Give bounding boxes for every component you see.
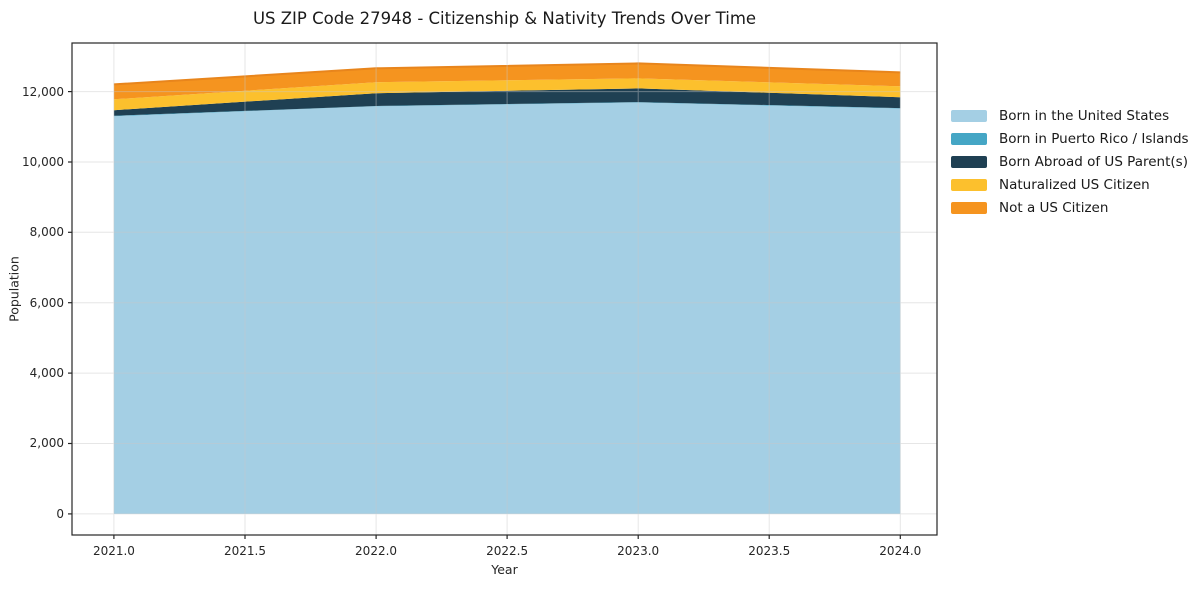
area-series-0: [113, 102, 901, 514]
legend: Born in the United States Born in Puerto …: [951, 107, 1189, 216]
x-tick-label: 2021.0: [92, 544, 135, 558]
legend-swatch-icon: [951, 132, 987, 145]
area-series-2: [113, 88, 901, 116]
legend-swatch-icon: [951, 109, 987, 122]
y-tick-label: 0: [56, 506, 64, 521]
y-tick-label: 2,000: [29, 436, 64, 451]
x-tick-label: 2024.0: [879, 544, 922, 558]
x-axis-label: Year: [491, 562, 518, 577]
legend-swatch-icon: [951, 201, 987, 214]
y-tick-label: 4,000: [29, 366, 64, 381]
legend-swatch-icon: [951, 155, 987, 168]
legend-item: Not a US Citizen: [951, 199, 1189, 216]
legend-label: Born in the United States: [999, 107, 1170, 124]
legend-label: Naturalized US Citizen: [999, 176, 1150, 193]
y-tick-label: 6,000: [29, 295, 64, 310]
plot-border: [71, 42, 938, 536]
legend-label: Not a US Citizen: [999, 199, 1109, 216]
chart-title: US ZIP Code 27948 - Citizenship & Nativi…: [252, 9, 757, 28]
legend-label: Born in Puerto Rico / Islands: [999, 130, 1189, 147]
x-tick-label: 2021.5: [224, 544, 266, 558]
legend-item: Naturalized US Citizen: [951, 176, 1189, 193]
legend-item: Born Abroad of US Parent(s): [951, 153, 1189, 170]
legend-label: Born Abroad of US Parent(s): [999, 153, 1188, 170]
gridlines: [72, 43, 937, 535]
x-tick-label: 2023.0: [617, 544, 660, 558]
legend-item: Born in the United States: [951, 107, 1189, 124]
legend-swatch-icon: [951, 178, 987, 191]
y-tick-label: 12,000: [22, 84, 64, 99]
area-series-3: [113, 78, 901, 111]
y-tick-label: 8,000: [29, 225, 64, 240]
legend-item: Born in Puerto Rico / Islands: [951, 130, 1189, 147]
y-tick-label: 10,000: [22, 154, 64, 169]
x-tick-label: 2023.5: [748, 544, 791, 558]
x-tick-label: 2022.5: [486, 544, 529, 558]
tick-marks: [68, 90, 901, 539]
x-tick-label: 2022.0: [355, 544, 398, 558]
total-top-edge: [113, 62, 901, 86]
